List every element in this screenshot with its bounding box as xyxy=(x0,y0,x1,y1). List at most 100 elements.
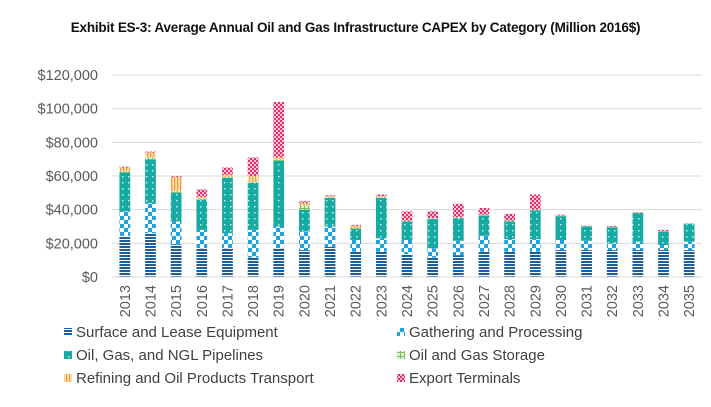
bar-segment xyxy=(375,238,387,252)
bar-segment xyxy=(350,228,362,230)
bar-segment xyxy=(273,157,285,160)
bar-segment xyxy=(273,101,285,158)
bar-segment xyxy=(452,203,464,218)
bar-segment xyxy=(324,197,336,198)
bar-stack-2035 xyxy=(683,223,695,277)
bar-segment xyxy=(606,250,618,277)
bar-segment xyxy=(119,172,131,212)
bar-segment xyxy=(299,202,310,206)
bar-segment xyxy=(632,241,644,251)
bar-segment xyxy=(504,239,515,252)
bar-stack-2022 xyxy=(350,224,362,277)
bars xyxy=(119,101,695,277)
legend-label: Surface and Lease Equipment xyxy=(76,324,279,341)
bar-segment xyxy=(427,257,439,277)
bar-segment xyxy=(632,250,644,277)
bar-segment xyxy=(555,250,567,277)
bar-segment xyxy=(452,218,464,241)
bar-segment xyxy=(196,248,208,277)
y-tick-label: $60,000 xyxy=(46,169,98,185)
bar-segment xyxy=(273,160,285,227)
x-tick-label: 2032 xyxy=(605,285,621,317)
x-tick-label: 2015 xyxy=(169,285,185,317)
bar-segment xyxy=(529,194,541,210)
bar-stack-2025 xyxy=(427,211,439,277)
bar-segment xyxy=(273,226,285,249)
bar-segment xyxy=(606,227,618,244)
bar-segment xyxy=(196,198,208,200)
bar-segment xyxy=(222,176,233,178)
bar-segment xyxy=(324,197,336,227)
bar-segment xyxy=(478,215,490,216)
bar-segment xyxy=(170,176,182,192)
bar-segment xyxy=(170,191,182,193)
bar-segment xyxy=(247,257,259,277)
x-tick-label: 2023 xyxy=(374,285,390,317)
bar-segment xyxy=(145,233,156,277)
bar-segment xyxy=(196,229,208,249)
legend-label: Oil, Gas, and NGL Pipelines xyxy=(76,347,263,364)
bar-segment xyxy=(350,224,362,226)
legend-item: Gathering and Processing xyxy=(397,324,582,341)
x-tick-label: 2020 xyxy=(297,285,313,317)
bar-segment xyxy=(452,217,464,219)
bar-stack-2020 xyxy=(299,201,310,277)
bar-segment xyxy=(375,251,387,277)
bar-segment xyxy=(247,181,259,183)
legend-swatch xyxy=(397,351,405,359)
bar-segment xyxy=(222,177,233,234)
x-tick-label: 2025 xyxy=(426,285,442,317)
bar-segment xyxy=(350,229,362,240)
bar-segment xyxy=(581,240,592,251)
bar-segment xyxy=(145,159,156,203)
x-tick-label: 2017 xyxy=(220,285,236,317)
bar-segment xyxy=(273,159,285,161)
legend-swatch xyxy=(397,374,405,382)
bar-stack-2019 xyxy=(273,101,285,277)
bar-segment xyxy=(658,245,669,251)
bar-segment xyxy=(427,248,439,258)
legend: Surface and Lease Equipment Gathering and… xyxy=(64,324,582,387)
bar-segment xyxy=(222,167,233,175)
legend-label: Oil and Gas Storage xyxy=(409,347,545,364)
bar-segment xyxy=(299,201,310,203)
bar-segment xyxy=(299,209,310,232)
x-tick-label: 2031 xyxy=(580,285,596,317)
bar-segment xyxy=(145,151,156,153)
x-tick-label: 2014 xyxy=(143,285,159,317)
bar-stack-2018 xyxy=(247,157,259,277)
bar-segment xyxy=(555,239,567,251)
bar-segment xyxy=(145,202,156,234)
bar-segment xyxy=(222,248,233,277)
bar-segment xyxy=(632,213,644,242)
bar-segment xyxy=(170,221,182,245)
bar-stack-2014 xyxy=(145,151,156,277)
bar-segment xyxy=(222,174,233,177)
x-tick-label: 2016 xyxy=(195,285,211,317)
bar-segment xyxy=(350,225,362,229)
bar-segment xyxy=(119,166,131,168)
y-tick-label: $120,000 xyxy=(38,68,98,84)
bar-segment xyxy=(247,229,259,258)
bar-segment xyxy=(324,226,336,247)
x-axis: 2013 2014 2015 2016 2017 2018 2019 2020 2021 2022… xyxy=(112,276,702,317)
bar-stack-2031 xyxy=(581,225,592,277)
bar-stack-2017 xyxy=(222,167,233,277)
legend-label: Export Terminals xyxy=(409,370,520,387)
bar-segment xyxy=(529,251,541,277)
x-tick-label: 2018 xyxy=(246,285,262,317)
bar-segment xyxy=(299,250,310,277)
bar-segment xyxy=(401,211,413,221)
bar-segment xyxy=(658,231,669,246)
bar-segment xyxy=(452,255,464,277)
bar-segment xyxy=(247,182,259,230)
x-tick-label: 2021 xyxy=(323,285,339,317)
x-tick-label: 2028 xyxy=(503,285,519,317)
y-tick-label: $100,000 xyxy=(38,102,98,118)
bar-segment xyxy=(504,251,515,277)
bar-stack-2015 xyxy=(170,176,182,277)
x-tick-label: 2013 xyxy=(118,285,134,317)
bar-segment xyxy=(555,215,567,217)
bar-segment xyxy=(683,241,695,251)
x-tick-label: 2030 xyxy=(554,285,570,317)
